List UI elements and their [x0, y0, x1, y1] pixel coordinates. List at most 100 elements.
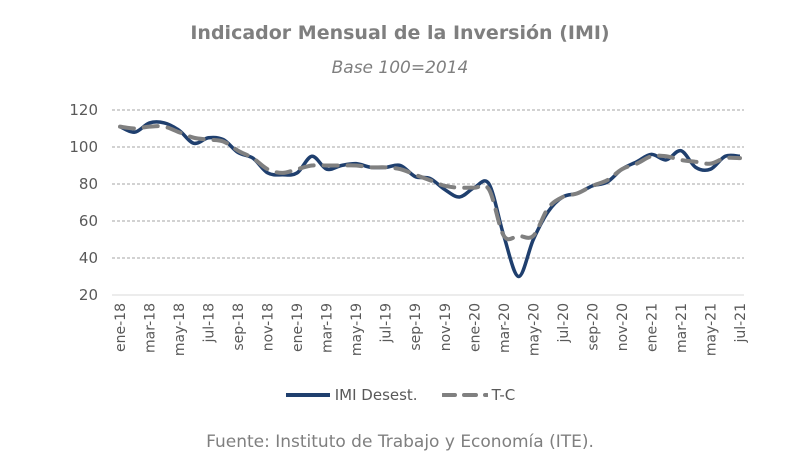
legend-item-imi[interactable]: IMI Desest. [285, 386, 418, 404]
imi-data-point [192, 141, 196, 145]
tc-data-point [443, 184, 447, 188]
tc-data-point [339, 164, 343, 168]
tc-data-point [561, 195, 565, 199]
tc-data-point [679, 158, 683, 162]
tc-data-point [369, 165, 373, 169]
x-tick-label: may-20 [526, 303, 542, 356]
line-chart: 20 40 60 80 100 120 ene-18 mar-18 may-18 jul-18 s… [69, 101, 749, 356]
x-tick-label: nov-19 [438, 303, 454, 351]
tc-data-point [133, 127, 137, 131]
y-axis-ticks: 20 40 60 80 100 120 [69, 101, 98, 304]
tc-data-point [458, 186, 462, 190]
solid-line-swatch-icon [285, 393, 330, 397]
series-line-imi [119, 120, 741, 279]
tc-data-point [236, 149, 240, 153]
legend-label: T-C [491, 386, 516, 404]
x-tick-label: sep-20 [585, 303, 601, 351]
y-tick-label: 20 [79, 286, 98, 304]
legend-label: IMI Desest. [334, 386, 418, 404]
x-tick-label: may-19 [349, 303, 365, 356]
tc-data-point [635, 162, 639, 166]
tc-data-point [295, 167, 299, 171]
tc-data-point [118, 125, 122, 129]
y-tick-label: 60 [79, 212, 98, 230]
x-tick-label: ene-21 [644, 303, 660, 352]
imi-data-point [325, 167, 329, 171]
tc-data-point [280, 171, 284, 175]
tc-data-point [723, 156, 727, 160]
tc-data-point [546, 206, 550, 210]
tc-data-point [472, 186, 476, 190]
tc-data-point [487, 188, 491, 192]
imi-data-point [148, 121, 152, 125]
tc-data-point [413, 173, 417, 177]
x-tick-label: nov-18 [261, 303, 277, 351]
x-tick-label: mar-20 [497, 303, 513, 353]
x-tick-label: sep-19 [408, 303, 424, 351]
x-tick-label: nov-20 [615, 303, 631, 351]
imi-data-point [295, 171, 299, 175]
tc-data-point [428, 178, 432, 182]
x-tick-label: may-21 [703, 303, 719, 356]
x-tick-label: jul-18 [202, 303, 218, 344]
tc-data-point [590, 184, 594, 188]
x-tick-label: ene-20 [467, 303, 483, 352]
tc-data-point [310, 164, 314, 168]
source-note: Fuente: Instituto de Trabajo y Economía … [206, 432, 594, 452]
y-tick-label: 100 [69, 138, 98, 156]
legend: IMI Desest. T-C [0, 386, 800, 404]
imi-data-point [310, 154, 314, 158]
dashed-line-swatch-icon [441, 393, 488, 397]
x-tick-label: jul-20 [556, 303, 572, 344]
tc-data-point [531, 234, 535, 238]
gridlines [112, 109, 744, 296]
series-group [118, 120, 742, 279]
tc-data-point [649, 154, 653, 158]
tc-data-point [738, 156, 742, 160]
series-line-tc [118, 124, 742, 242]
tc-data-point [162, 125, 166, 129]
x-axis-ticks: ene-18 mar-18 may-18 jul-18 sep-18 nov-18 ene-… [113, 303, 749, 356]
x-tick-label: jul-21 [733, 303, 749, 344]
imi-data-point [266, 171, 270, 175]
tc-data-point [192, 136, 196, 140]
x-tick-label: may-18 [172, 303, 188, 356]
x-tick-label: mar-19 [320, 303, 336, 353]
tc-data-point [576, 191, 580, 195]
tc-data-point [325, 164, 329, 168]
imi-data-point [487, 182, 491, 186]
chart-subtitle: Base 100=2014 [331, 58, 469, 78]
tc-data-point [148, 125, 152, 129]
x-tick-label: mar-18 [143, 303, 159, 353]
imi-data-point [517, 275, 521, 279]
imi-data-point [679, 149, 683, 153]
x-tick-label: jul-19 [379, 303, 395, 344]
x-tick-label: ene-19 [290, 303, 306, 352]
legend-item-tc[interactable]: T-C [441, 386, 516, 404]
x-tick-label: mar-21 [674, 303, 690, 353]
x-tick-label: ene-18 [113, 303, 129, 352]
imi-data-point [694, 165, 698, 169]
x-tick-label: sep-18 [231, 303, 247, 351]
tc-data-point [207, 138, 211, 142]
y-tick-label: 80 [79, 175, 98, 193]
tc-data-point [384, 165, 388, 169]
tc-data-point [517, 234, 521, 238]
y-tick-label: 40 [79, 249, 98, 267]
tc-data-point [354, 164, 358, 168]
tc-data-point [502, 234, 506, 238]
imi-data-point [708, 167, 712, 171]
tc-data-point [398, 167, 402, 171]
imi-data-point [458, 195, 462, 199]
tc-data-point [266, 167, 270, 171]
tc-data-point [177, 130, 181, 134]
y-tick-label: 120 [69, 101, 98, 119]
tc-data-point [620, 167, 624, 171]
tc-data-point [251, 156, 255, 160]
imi-data-point [664, 158, 668, 162]
chart-title: Indicador Mensual de la Inversión (IMI) [190, 22, 610, 44]
tc-data-point [605, 178, 609, 182]
tc-data-point [708, 162, 712, 166]
tc-data-point [221, 139, 225, 143]
imi-data-point [133, 130, 137, 134]
